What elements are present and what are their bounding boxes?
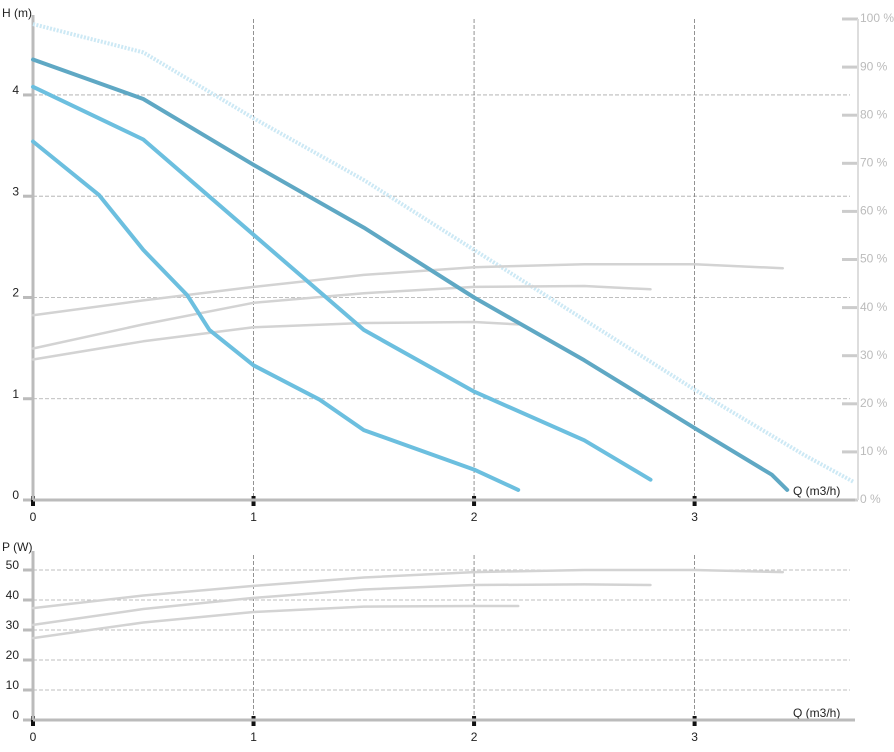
- y-tick-label: 0: [12, 488, 19, 502]
- y-tick-label: 1: [12, 387, 19, 401]
- y2-tick: [842, 161, 858, 165]
- series-line: [31, 84, 653, 482]
- y-tick: [23, 498, 33, 502]
- y2-tick: [842, 306, 858, 310]
- x-tick-label: 2: [471, 730, 478, 744]
- y2-tick-label: 90 %: [860, 59, 888, 73]
- y-tick-label: 2: [12, 286, 19, 300]
- y2-tick: [842, 209, 858, 213]
- y-tick: [23, 397, 33, 401]
- y2-tick: [842, 258, 858, 261]
- y2-tick-label: 70 %: [860, 155, 888, 169]
- y-tick: [23, 628, 33, 632]
- y2-tick: [842, 65, 858, 69]
- y-tick-label: 20: [6, 648, 20, 662]
- y-tick-label: 50: [6, 558, 20, 572]
- series-line: [32, 22, 855, 484]
- x-axis-label: Q (m3/h): [793, 484, 840, 498]
- y2-tick-label: 40 %: [860, 300, 888, 314]
- x-tick-label: 0: [30, 510, 37, 524]
- y2-tick-label: 80 %: [860, 107, 888, 121]
- y2-tick-label: 100 %: [860, 11, 894, 25]
- series-line: [31, 320, 520, 361]
- series-line: [31, 604, 520, 640]
- y2-tick: [842, 113, 858, 117]
- x-tick-label: 3: [691, 730, 698, 744]
- x-tick-label: 2: [471, 510, 478, 524]
- y-axis-label: H (m): [2, 6, 32, 20]
- y2-tick-label: 30 %: [860, 348, 888, 362]
- y-tick: [23, 658, 33, 662]
- y-tick-label: 30: [6, 618, 20, 632]
- series-line: [31, 568, 785, 610]
- y2-tick-label: 0 %: [860, 492, 881, 506]
- y-tick: [23, 194, 33, 198]
- y2-tick: [842, 402, 858, 406]
- y-tick-label: 40: [6, 588, 20, 602]
- series-line: [31, 139, 521, 492]
- x-tick-label: 1: [250, 510, 257, 524]
- series-line: [31, 583, 652, 627]
- y-tick-label: 10: [6, 678, 20, 692]
- y-tick: [23, 718, 33, 722]
- x-tick-label: 0: [30, 730, 37, 744]
- y2-tick-label: 50 %: [860, 252, 888, 266]
- y-axis-label: P (W): [2, 540, 32, 554]
- y2-tick-label: 60 %: [860, 204, 888, 218]
- x-axis-label: Q (m3/h): [793, 706, 840, 720]
- y2-tick: [842, 450, 858, 454]
- x-tick-label: 3: [691, 510, 698, 524]
- series-line: [31, 57, 790, 492]
- y-tick: [23, 93, 33, 97]
- y2-tick-label: 10 %: [860, 444, 888, 458]
- y-tick: [23, 688, 33, 692]
- y2-tick: [842, 17, 858, 21]
- y-tick: [23, 568, 33, 572]
- y-tick-label: 3: [12, 184, 19, 198]
- series-line: [31, 284, 652, 350]
- y-tick: [23, 598, 33, 602]
- y-tick: [23, 295, 33, 299]
- y-tick-label: 0: [12, 708, 19, 722]
- x-tick-label: 1: [250, 730, 257, 744]
- y-tick-label: 4: [12, 83, 19, 97]
- y2-tick-label: 20 %: [860, 396, 888, 410]
- y2-tick: [842, 354, 858, 358]
- series-line: [31, 263, 785, 317]
